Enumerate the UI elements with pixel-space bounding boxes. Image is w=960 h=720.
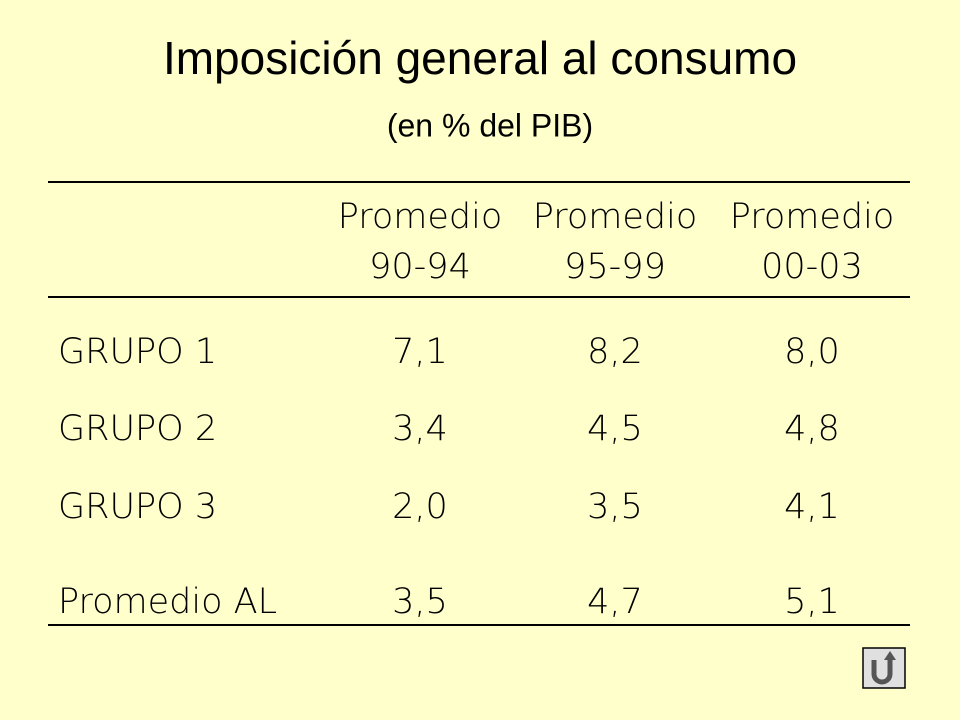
table: Promedio 90-94 Promedio 95-99 Promedio 00-03 G…: [58, 197, 894, 622]
return-arrow: [884, 651, 896, 660]
cell-value: 7,1: [392, 332, 448, 372]
cell-value: 2,0: [392, 487, 448, 527]
cell-value: 4,7: [587, 582, 643, 622]
column-header: Promedio: [338, 197, 503, 237]
column-header: Promedio: [533, 197, 698, 237]
column-header: 00-03: [761, 247, 863, 287]
cell-value: 4,5: [587, 409, 643, 449]
cell-value: 8,0: [784, 332, 840, 372]
cell-value: 4,1: [784, 487, 840, 527]
cell-value: 3,5: [392, 582, 448, 622]
column-header: 90-94: [369, 247, 471, 287]
subtitle: (en % del PIB): [387, 107, 593, 143]
row-label: Promedio AL: [58, 582, 277, 622]
cell-value: 8,2: [587, 332, 643, 372]
row-label: GRUPO 2: [58, 409, 217, 449]
return-button[interactable]: [862, 647, 906, 689]
row-label: GRUPO 3: [58, 487, 217, 527]
column-header: 95-99: [564, 247, 666, 287]
row-label: GRUPO 1: [58, 332, 217, 372]
cell-value: 5,1: [784, 582, 840, 622]
cell-value: 4,8: [784, 409, 840, 449]
cell-value: 3,5: [587, 487, 643, 527]
return-icon: [871, 656, 893, 685]
title: Imposición general al consumo: [163, 32, 797, 84]
column-header: Promedio: [730, 197, 895, 237]
cell-value: 3,4: [392, 409, 448, 449]
